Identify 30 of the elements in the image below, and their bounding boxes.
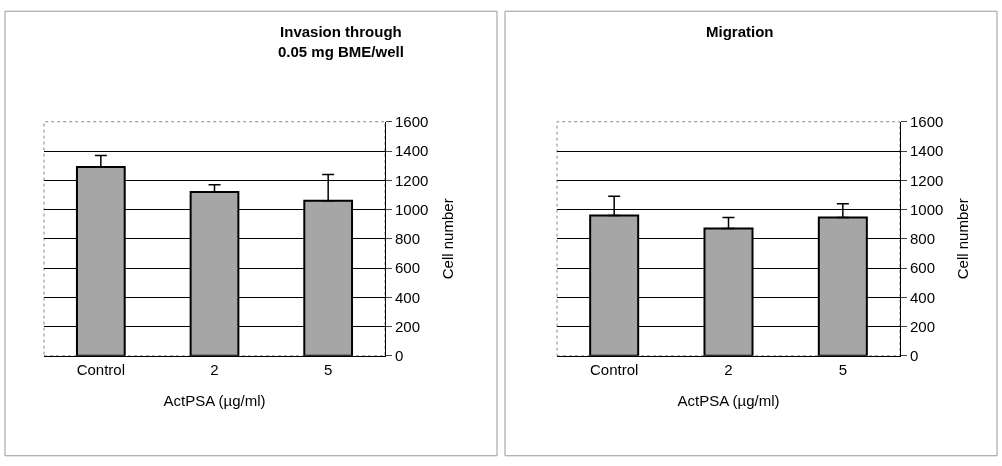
x-axis-title: ActPSA (µg/ml): [163, 391, 266, 409]
y-tick-label: 600: [910, 259, 936, 277]
y-tick-label: 0: [910, 347, 919, 365]
y-tick-label: 1600: [910, 112, 944, 130]
y-tick-label: 1400: [395, 142, 429, 160]
y-tick-label: 1200: [395, 171, 429, 189]
x-tick-label: Control: [76, 360, 126, 378]
x-tick-label: Control: [589, 360, 639, 378]
chart-title: Invasion through 0.05 mg BME/well: [278, 23, 404, 60]
y-tick-label: 400: [395, 288, 421, 306]
x-axis-title: ActPSA (µg/ml): [677, 391, 780, 409]
y-tick-label: 1600: [395, 112, 429, 130]
x-tick-label: 2: [210, 360, 219, 378]
x-tick-label: 2: [724, 360, 733, 378]
y-tick-label: 200: [395, 317, 421, 335]
y-tick-label: 1000: [395, 200, 429, 218]
y-axis-title: Cell number: [439, 198, 457, 280]
y-tick-label: 0: [395, 347, 404, 365]
y-tick-label: 800: [395, 230, 421, 248]
y-tick-label: 1200: [910, 171, 944, 189]
y-axis-title: Cell number: [954, 198, 972, 280]
y-tick-label: 1000: [910, 200, 944, 218]
y-tick-label: 400: [910, 288, 936, 306]
chart-title: Migration: [706, 23, 774, 40]
x-tick-label: 5: [838, 360, 847, 378]
y-tick-label: 600: [395, 259, 421, 277]
y-tick-label: 1400: [910, 142, 944, 160]
x-tick-label: 5: [324, 360, 333, 378]
y-tick-label: 200: [910, 317, 936, 335]
y-tick-label: 800: [910, 230, 936, 248]
